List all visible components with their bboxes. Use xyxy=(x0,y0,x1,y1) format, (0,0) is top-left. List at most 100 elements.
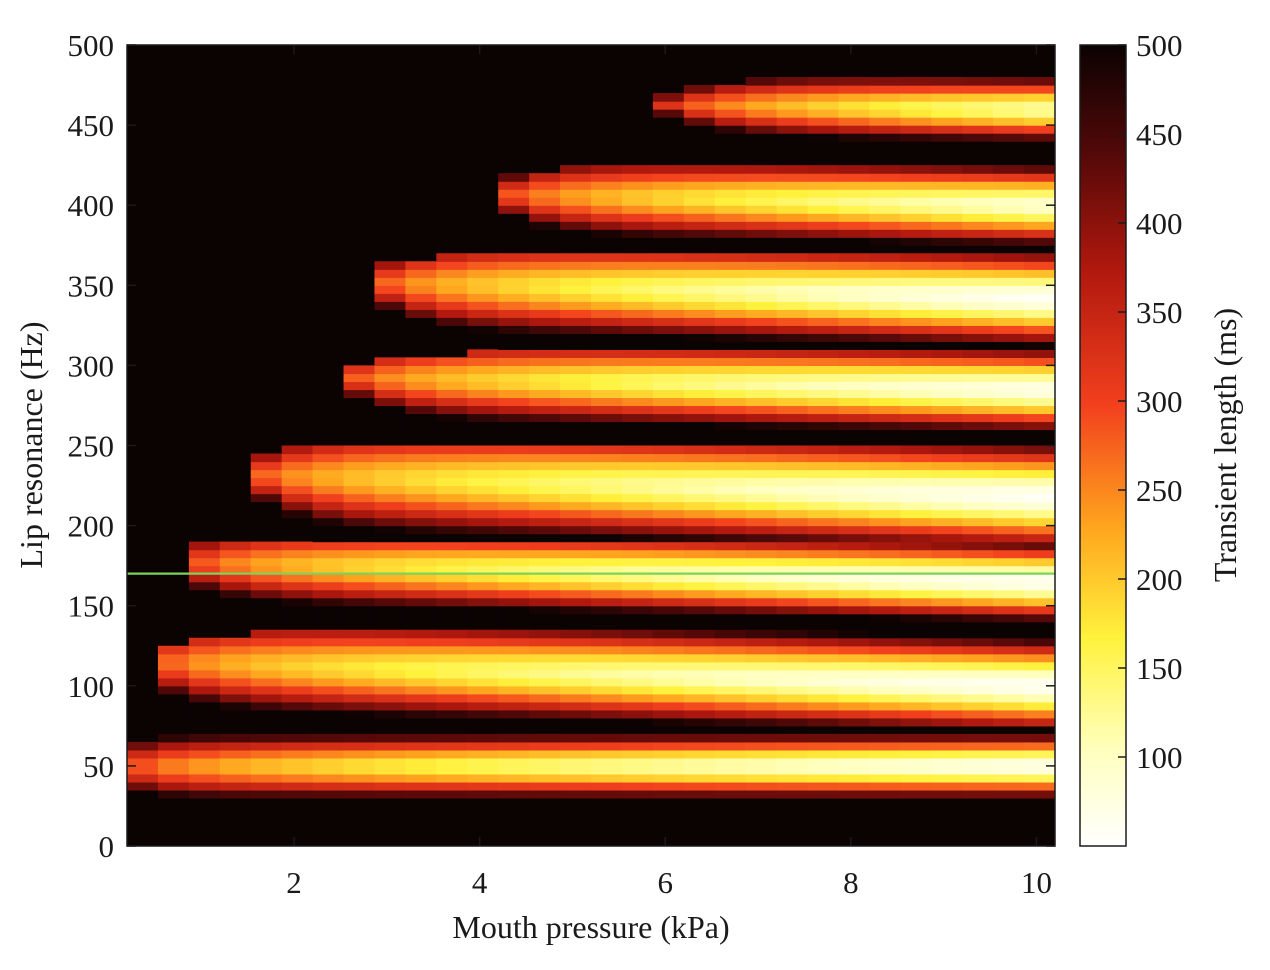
heatmap-cell xyxy=(993,109,1025,118)
heatmap-cell xyxy=(436,741,468,751)
heatmap-cell xyxy=(993,389,1025,399)
heatmap-cell xyxy=(591,741,623,751)
heatmap-cell xyxy=(714,477,747,487)
heatmap-cell xyxy=(591,525,623,535)
heatmap-cell xyxy=(467,357,499,366)
heatmap-cell xyxy=(591,469,623,479)
heatmap-cell xyxy=(621,605,654,615)
heatmap-cell xyxy=(529,509,561,519)
heatmap-cell xyxy=(529,573,561,583)
heatmap-cell xyxy=(436,645,468,655)
heatmap-cell xyxy=(621,381,654,391)
heatmap-cell xyxy=(436,653,468,663)
heatmap-cell xyxy=(467,685,499,695)
heatmap-cell xyxy=(714,773,747,783)
heatmap-cell xyxy=(374,389,406,399)
heatmap-cell xyxy=(498,453,530,463)
heatmap-cell xyxy=(467,405,499,415)
heatmap-cell xyxy=(962,301,994,310)
heatmap-cell xyxy=(560,181,592,190)
heatmap-cell xyxy=(281,749,314,759)
heatmap-cell xyxy=(807,349,840,358)
heatmap-cell xyxy=(1024,669,1055,679)
heatmap-cell xyxy=(250,637,283,647)
heatmap-cell xyxy=(652,261,685,270)
heatmap-cell xyxy=(250,781,283,791)
heatmap-cell xyxy=(498,189,530,198)
heatmap-cell xyxy=(683,261,716,270)
heatmap-cell xyxy=(250,557,283,567)
heatmap-cell xyxy=(745,453,778,463)
heatmap-cell xyxy=(529,373,561,383)
heatmap-cell xyxy=(281,589,314,599)
heatmap-cell xyxy=(591,357,623,366)
heatmap-cell xyxy=(1024,493,1055,503)
heatmap-cell xyxy=(188,565,221,575)
heatmap-cell xyxy=(838,605,870,615)
heatmap-cell xyxy=(683,253,716,262)
heatmap-cell xyxy=(900,365,932,375)
heatmap-cell xyxy=(250,661,283,671)
heatmap-cell xyxy=(993,717,1025,727)
heatmap-cell xyxy=(591,461,623,471)
heatmap-cell xyxy=(838,381,870,391)
heatmap-cell xyxy=(498,261,530,270)
heatmap-cell xyxy=(838,765,870,775)
heatmap-cell xyxy=(529,469,561,479)
heatmap-cell xyxy=(1024,373,1055,383)
heatmap-cell xyxy=(529,317,561,326)
heatmap-cell xyxy=(560,445,592,455)
heatmap-cell xyxy=(931,389,963,399)
heatmap-cell xyxy=(1024,133,1055,142)
heatmap-cell xyxy=(281,669,314,679)
heatmap-cell xyxy=(683,669,716,679)
heatmap-cell xyxy=(343,485,376,495)
heatmap-cell xyxy=(714,589,747,599)
heatmap-cell xyxy=(591,221,623,230)
heatmap-cell xyxy=(714,397,747,407)
heatmap-cell xyxy=(807,213,840,222)
heatmap-cell xyxy=(838,693,870,703)
heatmap-cell xyxy=(745,293,778,302)
heatmap-cell xyxy=(807,613,840,623)
heatmap-cell xyxy=(621,469,654,479)
heatmap-cell xyxy=(931,597,963,607)
heatmap-cell xyxy=(993,357,1025,366)
heatmap-cell xyxy=(560,469,592,479)
heatmap-cell xyxy=(993,565,1025,575)
heatmap-cell xyxy=(838,421,870,431)
heatmap-cell xyxy=(807,101,840,110)
heatmap-cell xyxy=(931,269,963,278)
heatmap-cell xyxy=(1024,653,1055,663)
heatmap-cell xyxy=(714,429,747,439)
heatmap-cell xyxy=(745,165,778,174)
heatmap-cell xyxy=(931,317,963,326)
heatmap-cell xyxy=(714,469,747,479)
heatmap-cell xyxy=(405,645,437,655)
heatmap-cell xyxy=(931,309,963,318)
heatmap-cell xyxy=(467,285,499,294)
heatmap-cell xyxy=(405,469,437,479)
heatmap-cell xyxy=(652,485,685,495)
heatmap-cell xyxy=(652,413,685,423)
heatmap-cell xyxy=(498,469,530,479)
heatmap-cell xyxy=(776,381,809,391)
heatmap-cell xyxy=(498,757,530,767)
heatmap-cell xyxy=(405,301,437,310)
heatmap-cell xyxy=(838,293,870,302)
heatmap-cell xyxy=(250,733,283,743)
heatmap-cell xyxy=(312,565,345,575)
heatmap-cell xyxy=(529,661,561,671)
heatmap-cell xyxy=(652,629,685,639)
heatmap-cell xyxy=(498,605,530,615)
heatmap-cell xyxy=(250,645,283,655)
heatmap-cell xyxy=(343,477,376,487)
colorbar-tick-label: 100 xyxy=(1136,740,1183,775)
heatmap-cell xyxy=(652,717,685,727)
heatmap-cell xyxy=(467,605,499,615)
heatmap-cell xyxy=(745,397,778,407)
heatmap-cell xyxy=(405,261,437,270)
heatmap-cell xyxy=(807,533,840,543)
heatmap-cell xyxy=(343,373,376,383)
heatmap-cell xyxy=(807,581,840,591)
